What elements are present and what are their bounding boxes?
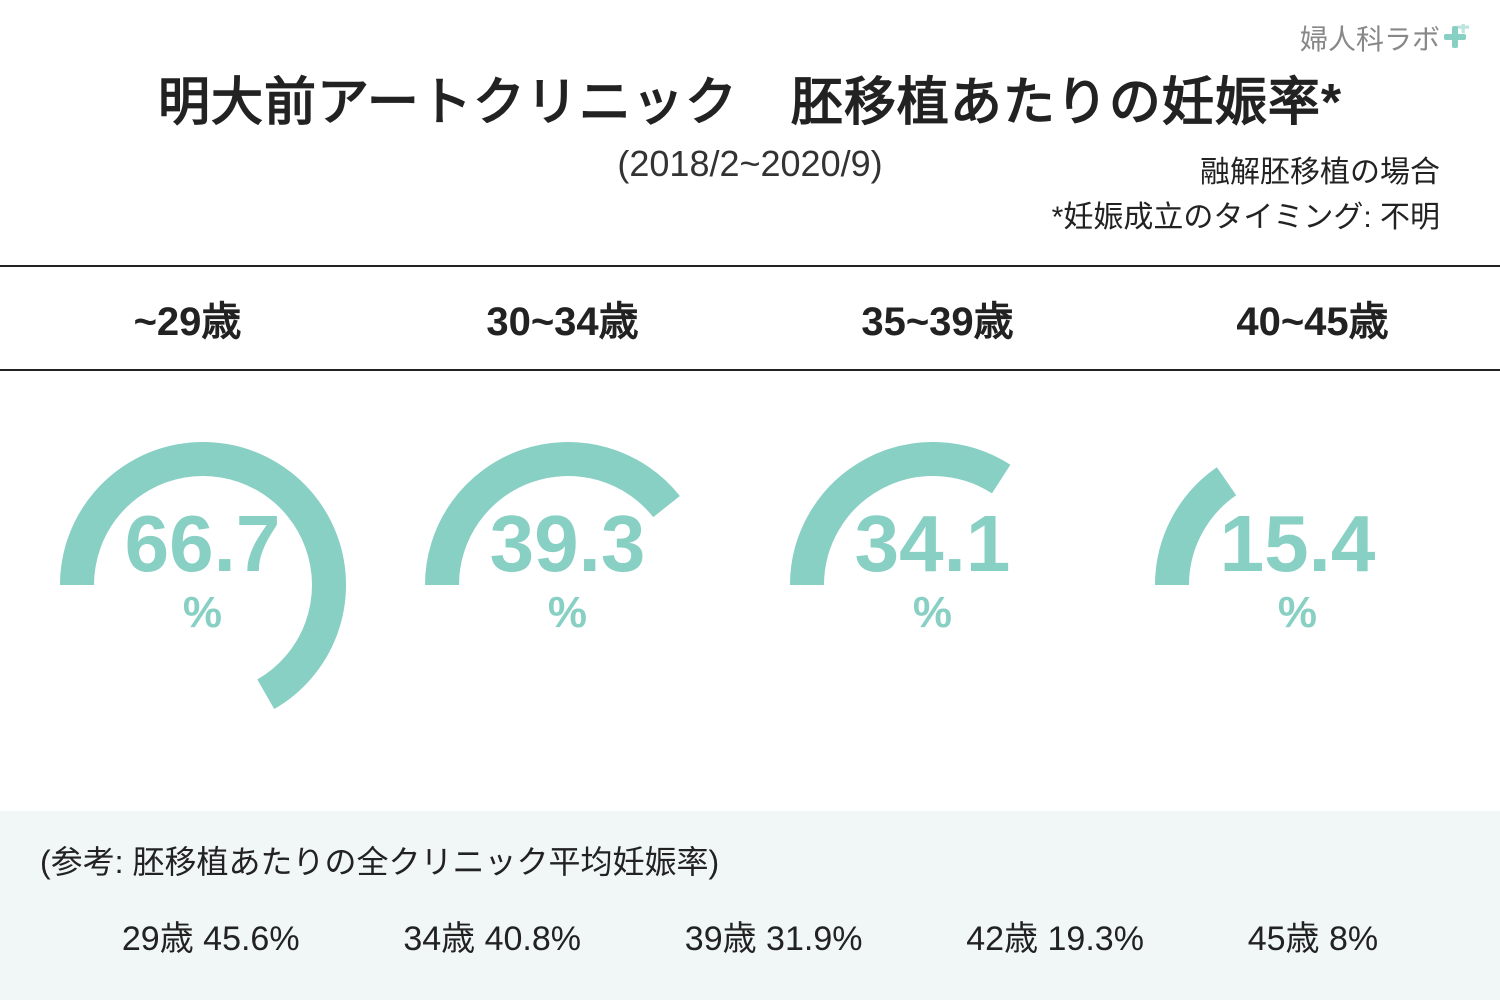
gauge-label: 15.4% (1220, 504, 1376, 638)
gauge-cell: 15.4% (1115, 421, 1480, 721)
reference-item: 34歳 40.8% (403, 911, 581, 960)
reference-footer: (参考: 胚移植あたりの全クリニック平均妊娠率) 29歳 45.6% 34歳 40… (0, 811, 1500, 1000)
note-line: 融解胚移植の場合 (1052, 150, 1440, 195)
age-header-cell: ~29歳 (0, 267, 375, 369)
gauge-cell: 39.3% (385, 421, 750, 721)
gauge-value: 34.1 (855, 504, 1011, 584)
gauge-unit: % (125, 588, 281, 638)
gauge-label: 34.1% (855, 504, 1011, 638)
reference-row: 29歳 45.6% 34歳 40.8% 39歳 31.9% 42歳 19.3% 45歳 … (40, 911, 1460, 960)
header-notes: 融解胚移植の場合 *妊娠成立のタイミング: 不明 (1052, 150, 1440, 240)
gauge-value: 66.7 (125, 504, 281, 584)
reference-item: 42歳 19.3% (966, 911, 1144, 960)
page-title: 明大前アートクリニック 胚移植あたりの妊娠率* (0, 60, 1500, 135)
note-line: *妊娠成立のタイミング: 不明 (1052, 195, 1440, 240)
reference-title: (参考: 胚移植あたりの全クリニック平均妊娠率) (40, 837, 1460, 883)
reference-item: 45歳 8% (1248, 911, 1378, 960)
age-header-cell: 30~34歳 (375, 267, 750, 369)
gauge-cell: 66.7% (20, 421, 385, 721)
gauge-unit: % (855, 588, 1011, 638)
gauge-value: 15.4 (1220, 504, 1376, 584)
reference-item: 39歳 31.9% (685, 911, 863, 960)
age-header-cell: 35~39歳 (750, 267, 1125, 369)
age-header-cell: 40~45歳 (1125, 267, 1500, 369)
brand-logo-text: 婦人科ラボ (1300, 18, 1440, 58)
plus-icon (1442, 24, 1470, 52)
gauge-cell: 34.1% (750, 421, 1115, 721)
gauge-unit: % (1220, 588, 1376, 638)
chart-area: ~29歳 30~34歳 35~39歳 40~45歳 66.7%39.3%34.1… (0, 265, 1500, 721)
gauge-unit: % (490, 588, 646, 638)
brand-logo: 婦人科ラボ (1300, 18, 1470, 58)
reference-item: 29歳 45.6% (122, 911, 300, 960)
age-header-row: ~29歳 30~34歳 35~39歳 40~45歳 (0, 265, 1500, 371)
gauge-value: 39.3 (490, 504, 646, 584)
gauge-label: 39.3% (490, 504, 646, 638)
gauge-label: 66.7% (125, 504, 281, 638)
gauges-row: 66.7%39.3%34.1%15.4% (0, 421, 1500, 721)
